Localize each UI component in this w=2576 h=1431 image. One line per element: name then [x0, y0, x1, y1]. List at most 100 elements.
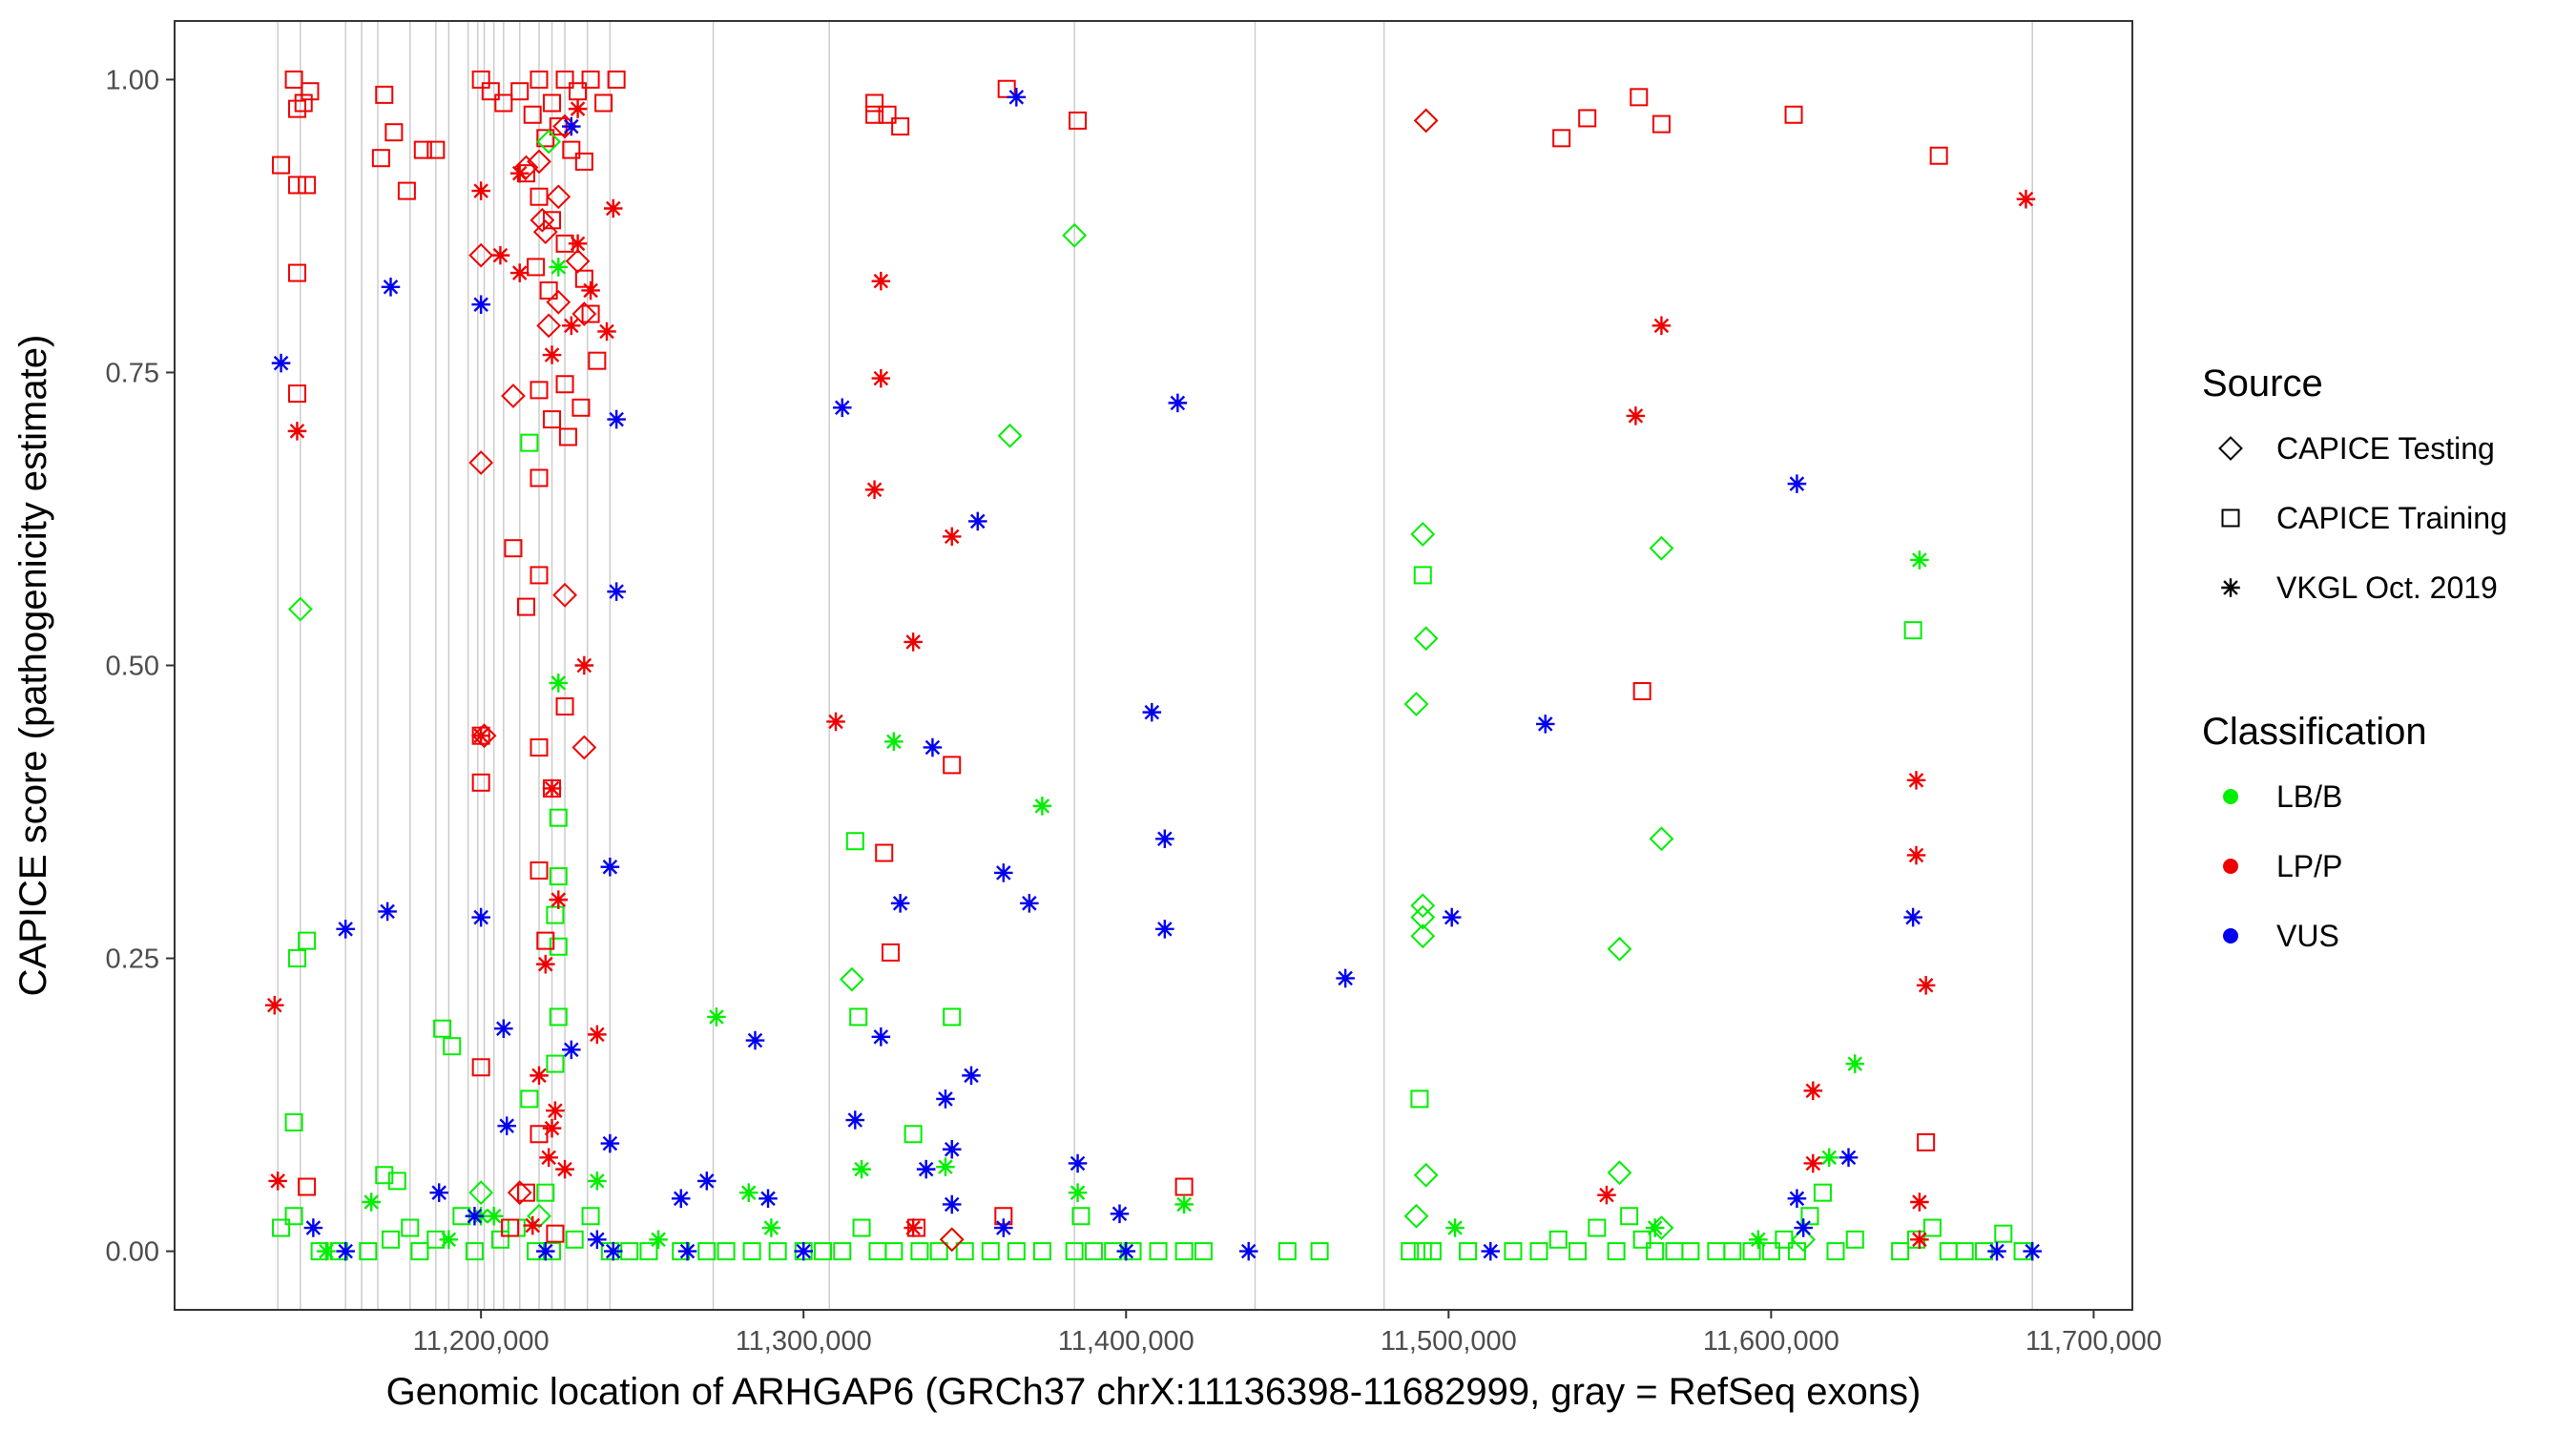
data-point: [939, 1227, 965, 1253]
data-point: [542, 345, 562, 364]
data-point: [565, 248, 591, 274]
data-point: [272, 156, 291, 175]
data-point: [287, 596, 313, 622]
data-point: [558, 427, 577, 446]
data-point: [284, 70, 303, 89]
data-point: [490, 1230, 509, 1249]
data-point: [1410, 522, 1436, 547]
data-point: [942, 1139, 962, 1159]
legend-class-label: VUS: [2276, 919, 2339, 953]
legend-source-key: [2221, 578, 2240, 597]
data-point: [936, 1089, 955, 1109]
data-point: [1803, 1153, 1823, 1173]
data-point: [2023, 1241, 2042, 1261]
data-point: [284, 1207, 303, 1226]
data-point: [287, 949, 306, 968]
data-point: [1681, 1242, 1700, 1261]
data-point: [1552, 129, 1571, 148]
legend-class-key: [2223, 928, 2238, 944]
data-point: [1649, 826, 1674, 852]
data-point: [878, 105, 897, 124]
data-point: [758, 1189, 778, 1209]
data-point: [1607, 1242, 1626, 1261]
data-point: [287, 422, 307, 441]
data-point: [1845, 1230, 1864, 1249]
data-point: [536, 129, 555, 148]
data-point: [509, 163, 530, 183]
data-point: [1723, 1242, 1742, 1261]
data-point: [1459, 1242, 1478, 1261]
data-point: [1813, 1183, 1832, 1202]
data-point: [542, 778, 562, 798]
data-point: [1442, 907, 1462, 927]
data-point: [546, 1101, 565, 1120]
data-point: [1142, 702, 1162, 722]
data-point: [849, 1007, 868, 1027]
data-point: [742, 1242, 761, 1261]
data-point: [509, 263, 530, 282]
data-point: [1069, 111, 1088, 130]
data-point: [745, 1030, 765, 1050]
data-point: [826, 712, 845, 732]
data-point: [1410, 923, 1436, 949]
data-point: [527, 149, 551, 175]
y-axis: 0.00 0.25 0.50 0.75 1.00: [106, 65, 175, 1268]
data-point: [471, 726, 490, 745]
data-point: [494, 93, 513, 113]
data-point: [2016, 189, 2036, 209]
data-point: [1410, 1089, 1429, 1109]
x-tick-label: 11,400,000: [1058, 1326, 1195, 1357]
data-point: [1413, 108, 1439, 134]
data-point: [562, 1040, 581, 1060]
x-tick-label: 11,500,000: [1381, 1326, 1517, 1357]
legend-class-title: Classification: [2202, 711, 2427, 753]
data-point: [597, 321, 616, 342]
data-point: [852, 1218, 871, 1237]
legend-class-label: LB/B: [2276, 779, 2342, 814]
data-point: [439, 1230, 459, 1250]
data-point: [1903, 907, 1922, 927]
x-tick-label: 11,600,000: [1703, 1326, 1839, 1357]
data-point: [1742, 1242, 1761, 1261]
data-point: [1504, 1242, 1523, 1261]
data-point: [433, 1019, 452, 1038]
data-point: [303, 1218, 323, 1237]
data-point: [562, 140, 581, 159]
data-point: [287, 176, 306, 195]
data-point: [588, 1025, 607, 1045]
data-point: [1336, 968, 1355, 988]
x-axis-title: Genomic location of ARHGAP6 (GRCh37 chrX…: [386, 1371, 1922, 1413]
data-point: [429, 1183, 448, 1202]
data-point: [1007, 1242, 1026, 1261]
data-point: [1597, 1185, 1616, 1205]
data-point: [481, 82, 500, 101]
data-point: [845, 1110, 865, 1130]
data-point: [1032, 1242, 1051, 1261]
data-point: [527, 258, 546, 277]
data-point: [1620, 1207, 1639, 1226]
exon-lines: [277, 21, 2033, 1310]
data-point: [607, 409, 626, 429]
data-point: [1922, 1218, 1942, 1237]
data-point: [378, 902, 397, 922]
data-point: [1891, 1242, 1910, 1261]
data-point: [891, 117, 910, 136]
data-point: [600, 1133, 620, 1153]
data-point: [1413, 566, 1432, 585]
data-point: [336, 920, 355, 939]
data-point: [890, 894, 910, 913]
data-point: [761, 1218, 781, 1237]
data-point: [1994, 1224, 2013, 1243]
data-point: [904, 633, 923, 652]
data-point: [881, 943, 900, 962]
data-point: [1535, 715, 1555, 734]
data-point: [530, 468, 549, 487]
x-axis: 11,200,000 11,300,000 11,400,000 11,500,000…: [413, 1310, 2162, 1357]
data-point: [1910, 1192, 1929, 1212]
data-point: [600, 857, 620, 877]
data-point: [588, 1230, 607, 1250]
data-point: [833, 398, 852, 418]
data-point: [426, 140, 446, 159]
data-point: [717, 1242, 736, 1261]
data-point: [555, 70, 574, 89]
